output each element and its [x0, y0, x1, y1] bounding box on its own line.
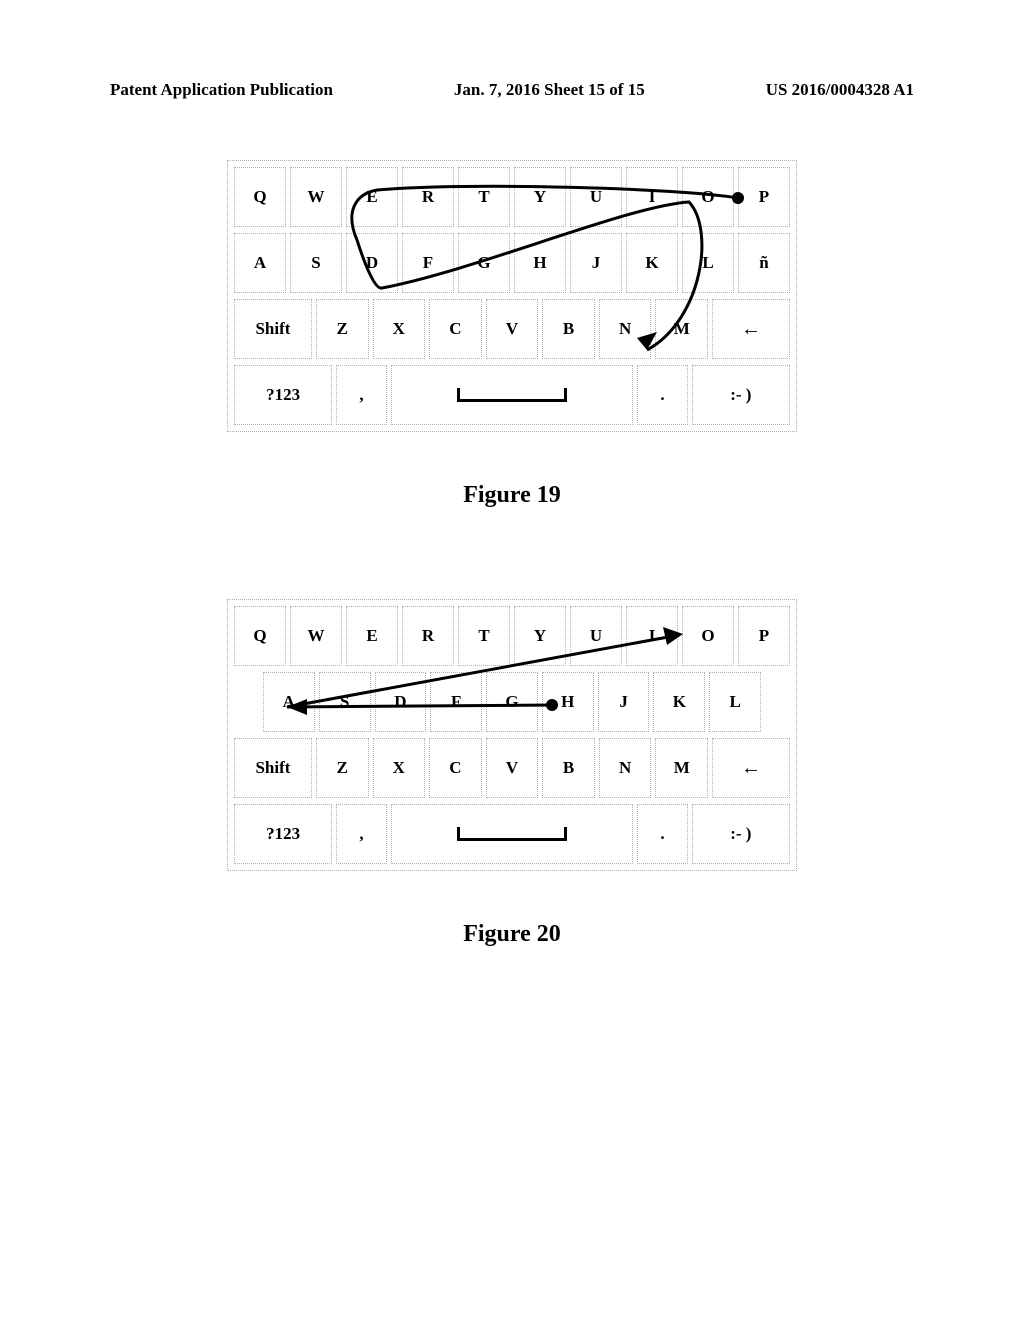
key-period[interactable]: .	[637, 365, 687, 425]
key-s[interactable]: S	[290, 233, 342, 293]
keyboard-figure-20: Q W E R T Y U I O P A S D F G H J K	[227, 599, 797, 871]
key-k[interactable]: K	[653, 672, 705, 732]
key-d[interactable]: D	[375, 672, 427, 732]
key-space[interactable]	[391, 804, 634, 864]
key-d[interactable]: D	[346, 233, 398, 293]
key-shift[interactable]: Shift	[234, 738, 312, 798]
key-m[interactable]: M	[655, 299, 708, 359]
key-backspace[interactable]: ←	[712, 299, 790, 359]
key-j[interactable]: J	[598, 672, 650, 732]
key-t[interactable]: T	[458, 606, 510, 666]
key-s[interactable]: S	[319, 672, 371, 732]
key-y[interactable]: Y	[514, 606, 566, 666]
key-m[interactable]: M	[655, 738, 708, 798]
key-o[interactable]: O	[682, 606, 734, 666]
key-g[interactable]: G	[458, 233, 510, 293]
key-j[interactable]: J	[570, 233, 622, 293]
key-z[interactable]: Z	[316, 299, 369, 359]
key-w[interactable]: W	[290, 606, 342, 666]
key-o[interactable]: O	[682, 167, 734, 227]
key-f[interactable]: F	[430, 672, 482, 732]
key-emoji[interactable]: :- )	[692, 365, 790, 425]
key-u[interactable]: U	[570, 167, 622, 227]
key-v[interactable]: V	[486, 738, 539, 798]
key-h[interactable]: H	[514, 233, 566, 293]
key-x[interactable]: X	[373, 299, 426, 359]
key-h[interactable]: H	[542, 672, 594, 732]
figure-20-caption: Figure 20	[110, 921, 914, 948]
header-left: Patent Application Publication	[110, 80, 333, 100]
key-i[interactable]: I	[626, 167, 678, 227]
key-a[interactable]: A	[263, 672, 315, 732]
key-n[interactable]: N	[599, 299, 652, 359]
key-e[interactable]: E	[346, 606, 398, 666]
key-c[interactable]: C	[429, 299, 482, 359]
key-b[interactable]: B	[542, 299, 595, 359]
key-enye[interactable]: ñ	[738, 233, 790, 293]
key-y[interactable]: Y	[514, 167, 566, 227]
key-r[interactable]: R	[402, 167, 454, 227]
key-n[interactable]: N	[599, 738, 652, 798]
key-g[interactable]: G	[486, 672, 538, 732]
key-q[interactable]: Q	[234, 167, 286, 227]
key-space[interactable]	[391, 365, 634, 425]
key-shift[interactable]: Shift	[234, 299, 312, 359]
key-mode[interactable]: ?123	[234, 804, 332, 864]
key-t[interactable]: T	[458, 167, 510, 227]
key-i[interactable]: I	[626, 606, 678, 666]
key-w[interactable]: W	[290, 167, 342, 227]
backspace-icon: ←	[741, 757, 761, 780]
key-p[interactable]: P	[738, 167, 790, 227]
key-l[interactable]: L	[709, 672, 761, 732]
key-f[interactable]: F	[402, 233, 454, 293]
key-b[interactable]: B	[542, 738, 595, 798]
key-a[interactable]: A	[234, 233, 286, 293]
key-emoji[interactable]: :- )	[692, 804, 790, 864]
key-l[interactable]: L	[682, 233, 734, 293]
key-p[interactable]: P	[738, 606, 790, 666]
key-comma[interactable]: ,	[336, 365, 386, 425]
key-u[interactable]: U	[570, 606, 622, 666]
key-k[interactable]: K	[626, 233, 678, 293]
spacebar-icon	[457, 388, 567, 402]
header-right: US 2016/0004328 A1	[766, 80, 914, 100]
figure-19-caption: Figure 19	[110, 482, 914, 509]
key-x[interactable]: X	[373, 738, 426, 798]
key-r[interactable]: R	[402, 606, 454, 666]
backspace-icon: ←	[741, 318, 761, 341]
key-period[interactable]: .	[637, 804, 687, 864]
key-backspace[interactable]: ←	[712, 738, 790, 798]
key-e[interactable]: E	[346, 167, 398, 227]
keyboard-figure-19: Q W E R T Y U I O P A S D F G H J K L	[227, 160, 797, 432]
key-comma[interactable]: ,	[336, 804, 386, 864]
key-z[interactable]: Z	[316, 738, 369, 798]
key-q[interactable]: Q	[234, 606, 286, 666]
spacebar-icon	[457, 827, 567, 841]
key-mode[interactable]: ?123	[234, 365, 332, 425]
key-v[interactable]: V	[486, 299, 539, 359]
header-center: Jan. 7, 2016 Sheet 15 of 15	[454, 80, 645, 100]
key-c[interactable]: C	[429, 738, 482, 798]
page-header: Patent Application Publication Jan. 7, 2…	[110, 80, 914, 100]
